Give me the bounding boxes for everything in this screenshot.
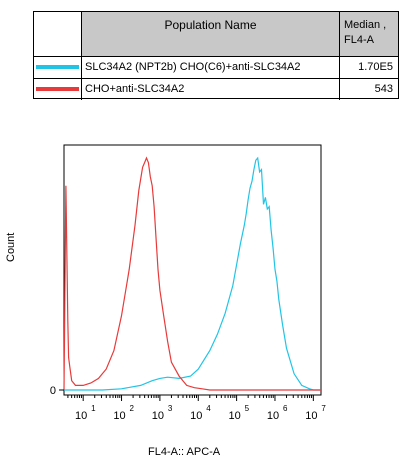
median-header-line1: Median , xyxy=(344,19,387,31)
y-axis-title: Count xyxy=(5,232,17,262)
x-tick-label-4: 10 xyxy=(228,410,240,422)
median-header-line2: FL4-A xyxy=(344,34,374,46)
legend-row-name: CHO+anti-SLC34A2 xyxy=(82,79,340,100)
x-axis-title: FL4-A:: APC-A xyxy=(148,446,221,458)
legend-row-cho: CHO+anti-SLC34A2 543 xyxy=(34,78,398,100)
legend-row-median: 543 xyxy=(374,83,393,95)
x-tick-exponent-4: 5 xyxy=(245,404,250,413)
population-name-header: Population Name xyxy=(82,12,340,56)
tick-layer: 0 10 1 10 2 10 3 10 4 10 5 10 6 10 7 xyxy=(50,385,326,422)
x-tick-label-6: 10 xyxy=(305,410,317,422)
x-tick-exponent-0: 1 xyxy=(91,404,96,413)
x-tick-exponent-3: 4 xyxy=(206,404,211,413)
legend-row-slc34a2: SLC34A2 (NPT2b) CHO(C6)+anti-SLC34A2 1.7… xyxy=(34,56,398,79)
legend-table-header: Population Name Median , FL4-A xyxy=(34,12,398,56)
series-line-0 xyxy=(64,156,321,391)
x-tick-label-5: 10 xyxy=(267,410,279,422)
x-tick-exponent-6: 7 xyxy=(321,404,326,413)
median-header: Median , FL4-A xyxy=(340,12,398,56)
x-tick-exponent-5: 6 xyxy=(283,404,288,413)
plot-frame xyxy=(63,144,322,396)
legend-row-name: SLC34A2 (NPT2b) CHO(C6)+anti-SLC34A2 xyxy=(82,57,340,79)
legend-row-median: 1.70E5 xyxy=(358,61,393,73)
x-tick-exponent-1: 2 xyxy=(130,404,135,413)
x-tick-label-2: 10 xyxy=(152,410,164,422)
x-tick-exponent-2: 3 xyxy=(168,404,173,413)
x-tick-label-1: 10 xyxy=(113,410,125,422)
legend-swatch-red xyxy=(36,87,79,91)
x-tick-label-3: 10 xyxy=(190,410,202,422)
legend-header-swatch-cell xyxy=(34,12,82,56)
legend-table: Population Name Median , FL4-A SLC34A2 (… xyxy=(33,11,399,100)
legend-swatch-cyan xyxy=(36,65,79,69)
y-tick-label-0: 0 xyxy=(50,385,56,397)
x-tick-label-0: 10 xyxy=(75,410,87,422)
series-line-1 xyxy=(63,156,321,391)
series-layer xyxy=(63,156,321,391)
